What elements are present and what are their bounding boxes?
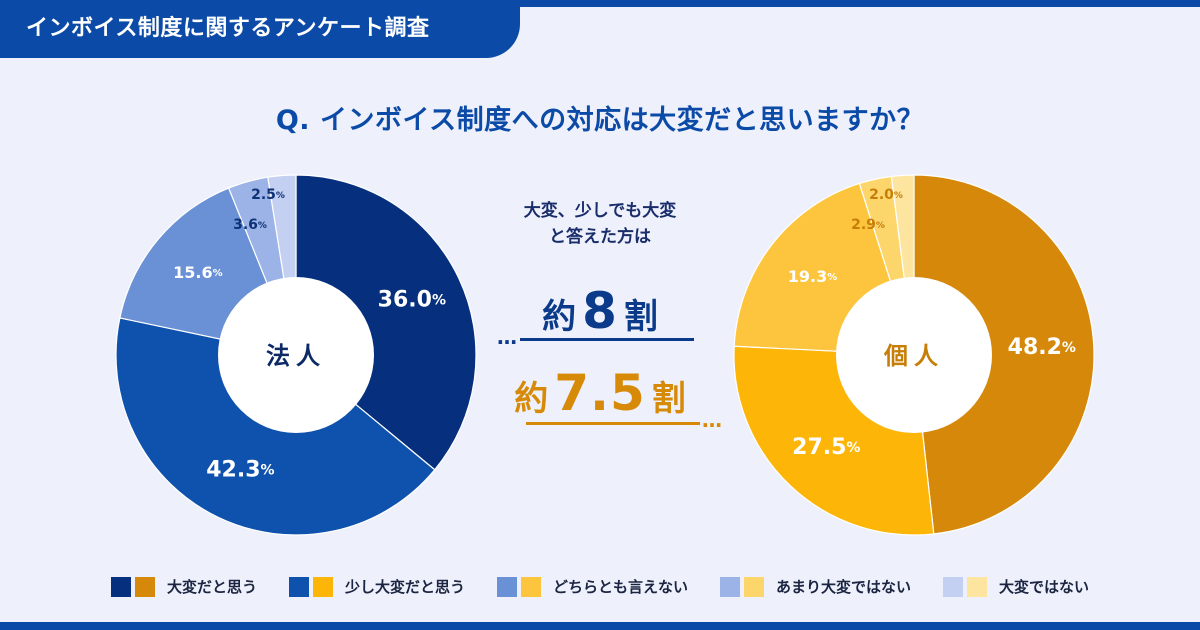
indiv-result-number: 7.5 [554, 364, 646, 422]
corp-label-1: 42.3% [206, 457, 274, 482]
legend-item-2: どちらとも言えない [496, 576, 688, 597]
indiv-label-3: 2.9% [851, 217, 885, 233]
legend-item-4: 大変ではない [943, 576, 1089, 597]
summary-line-1: 大変、少しでも大変 [523, 201, 677, 221]
indiv-result: 約 7.5 割 [500, 364, 700, 422]
legend-item-0: 大変だと思う [110, 576, 257, 597]
corp-chart-title: 法人 [266, 342, 326, 370]
corp-label-4: 2.5% [251, 187, 285, 203]
question-title: Q. インボイス制度への対応は大変だと思いますか？ [275, 105, 925, 136]
legend-swatch-1-1 [312, 576, 333, 597]
corp-result-suffix: 割 [623, 297, 658, 337]
corp-result-number: 8 [582, 282, 618, 340]
legend-swatch-3-1 [744, 576, 764, 597]
indiv-slice-0 [913, 174, 1095, 535]
legend-label-1: 少し大変だと思う [344, 578, 465, 596]
legend-item-3: あまり大変ではない [720, 576, 911, 597]
corp-label-3: 3.6% [233, 217, 267, 233]
legend-item-1: 少し大変だと思う [288, 576, 465, 597]
corp-result-prefix: 約 [542, 297, 577, 337]
legend-swatch-4-0 [943, 576, 964, 597]
corp-dots: … [497, 325, 518, 349]
legend-label-4: 大変ではない [999, 578, 1090, 596]
summary-line-2: と答えた方は [549, 227, 651, 247]
corp-underline [520, 338, 694, 341]
corp-slice-0 [295, 174, 477, 471]
legend-swatch-1-0 [288, 576, 309, 597]
legend-swatch-0-1 [134, 576, 155, 597]
corp-donut-hole [218, 277, 374, 433]
summary-text: 大変、少しでも大変 と答えた方は [500, 198, 700, 250]
indiv-underline [526, 422, 700, 425]
survey-tag: インボイス制度に関するアンケート調査 [0, 0, 520, 58]
legend-swatch-0-0 [110, 576, 131, 597]
indiv-donut-hole [836, 277, 992, 433]
corp-label-2: 15.6% [173, 262, 223, 281]
legend-swatch-4-1 [967, 576, 988, 597]
indiv-label-0: 48.2% [1008, 335, 1076, 360]
indiv-dots: … [702, 408, 723, 432]
legend-label-0: 大変だと思う [166, 578, 257, 596]
legend-label-3: あまり大変ではない [776, 578, 912, 596]
bottom-bar [0, 622, 1200, 630]
legend-swatch-2-1 [520, 576, 541, 597]
indiv-result-prefix: 約 [514, 379, 549, 419]
legend: 大変だと思う 少し大変だと思う どちらとも言えない あまり大変ではない 大変ではない [0, 576, 1200, 597]
indiv-label-1: 27.5% [792, 435, 860, 460]
legend-swatch-3-0 [720, 576, 740, 597]
top-bar [0, 0, 1200, 7]
indiv-chart-title: 個人 [883, 342, 944, 370]
indiv-label-4: 2.0% [869, 187, 903, 203]
corp-label-0: 36.0% [378, 288, 446, 313]
corp-result: 約 8 割 [500, 282, 700, 340]
legend-label-2: どちらとも言えない [552, 578, 688, 596]
legend-swatch-2-0 [496, 576, 517, 597]
indiv-label-2: 19.3% [788, 266, 838, 285]
indiv-result-suffix: 割 [651, 379, 686, 419]
